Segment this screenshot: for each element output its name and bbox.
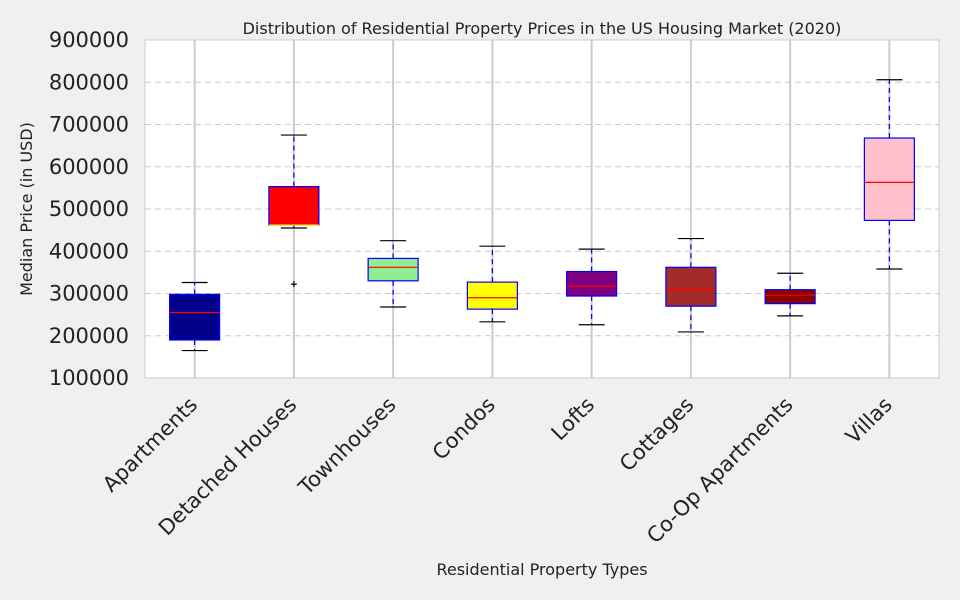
y-tick-label: 700000 bbox=[49, 113, 129, 137]
iqr-box bbox=[764, 289, 816, 305]
plot-frame bbox=[144, 39, 940, 379]
y-tick-label: 400000 bbox=[49, 239, 129, 263]
iqr-box bbox=[367, 257, 419, 282]
box-condos bbox=[466, 245, 518, 323]
boxes bbox=[169, 79, 915, 352]
iqr-box bbox=[566, 270, 618, 297]
box-apartments bbox=[169, 281, 221, 352]
y-tick-label: 500000 bbox=[49, 197, 129, 221]
box-detached-houses bbox=[268, 134, 320, 288]
box-villas bbox=[863, 79, 915, 270]
iqr-box bbox=[466, 281, 518, 310]
box-townhouses bbox=[367, 240, 419, 308]
y-tick-label: 200000 bbox=[49, 324, 129, 348]
iqr-box bbox=[268, 186, 320, 226]
y-tick-label: 300000 bbox=[49, 282, 129, 306]
box-lofts bbox=[566, 248, 618, 326]
box-co-op-apartments bbox=[764, 272, 816, 317]
box-cottages bbox=[665, 237, 717, 333]
iqr-box bbox=[863, 137, 915, 222]
y-tick-label: 600000 bbox=[49, 155, 129, 179]
y-tick-label: 100000 bbox=[49, 366, 129, 390]
y-axis-label: Median Price (in USD) bbox=[17, 122, 36, 296]
y-tick-label: 800000 bbox=[49, 70, 129, 94]
iqr-box bbox=[169, 293, 221, 341]
iqr-box bbox=[665, 266, 717, 307]
chart-title: Distribution of Residential Property Pri… bbox=[243, 19, 842, 38]
y-tick-labels: 100000 200000 300000 400000 500000 600000 7000… bbox=[49, 28, 129, 390]
x-axis-label: Residential Property Types bbox=[436, 560, 647, 579]
y-tick-label: 900000 bbox=[49, 28, 129, 52]
